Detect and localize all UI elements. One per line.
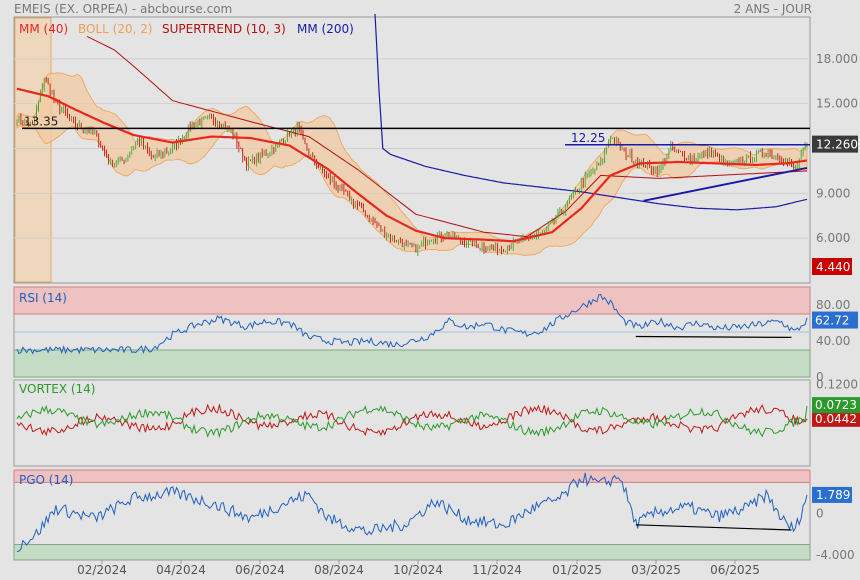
rsi-line [16, 293, 808, 355]
price-y-tick-label: 6.000 [816, 231, 850, 245]
x-tick-label: 11/2024 [472, 563, 522, 577]
support-trend-line [643, 166, 808, 202]
price-y-tick-label: 15.000 [816, 97, 858, 111]
vortex-title: VORTEX (14) [19, 382, 96, 396]
x-tick-label: 04/2024 [156, 563, 206, 577]
early-shade-band [14, 17, 52, 283]
vortex-minus-line [16, 403, 808, 437]
pgo-upper-zone [13, 469, 811, 483]
price-y-tick-label: 9.000 [816, 186, 850, 200]
x-tick-label: 10/2024 [393, 563, 443, 577]
resistance-label-12-25: 12.25 [571, 131, 605, 145]
rsi-y-tick-label: 80.00 [816, 298, 850, 312]
rsi-support-line [635, 335, 792, 338]
pgo-value-tag [812, 486, 852, 503]
vortex-plus-tag [812, 397, 860, 414]
vortex-plus-line [16, 405, 808, 439]
mm40-line [16, 87, 808, 243]
pgo-support-line [635, 524, 792, 531]
price-y-tick-label: 18.000 [816, 52, 858, 66]
vortex-minus-value: 0.0442 [815, 412, 857, 426]
rsi-oversold-zone [13, 349, 811, 378]
legend-supertrend: SUPERTREND (10, 3) [162, 22, 286, 36]
low-value-tag [812, 258, 852, 275]
x-tick-label: 01/2025 [552, 563, 602, 577]
legend-mm40: MM (40) [19, 22, 68, 36]
chart-period: 2 ANS - JOUR [733, 2, 812, 16]
vortex-plus-value: 0.0723 [815, 398, 857, 412]
rsi-overbought-zone [13, 286, 811, 315]
pgo-value: 1.789 [816, 488, 850, 502]
rsi-y-tick-label: 40.00 [816, 334, 850, 348]
resistance-label-13-35: 13.35 [24, 114, 58, 128]
legend-boll: BOLL (20, 2) [78, 22, 153, 36]
rsi-y-tick-label: 0 [816, 370, 824, 384]
pgo-y-tick-label: 0 [816, 506, 824, 520]
supertrend-line [86, 35, 808, 238]
last-price-tag [812, 135, 858, 153]
pgo-y-tick-label: -4.000 [816, 548, 855, 562]
rsi-title: RSI (14) [19, 291, 67, 305]
last-price-value: 12.260 [816, 138, 858, 152]
x-tick-label: 06/2025 [710, 563, 760, 577]
vortex-minus-tag [812, 410, 860, 427]
chart-source-title: EMEIS (EX. ORPEA) - abcbourse.com [14, 2, 233, 16]
low-value-label: 4.440 [816, 260, 850, 274]
pgo-lower-zone [13, 543, 811, 561]
x-tick-label: 03/2025 [631, 563, 681, 577]
vortex-y-tick-label: 0.1200 [816, 378, 858, 392]
x-tick-label: 06/2024 [235, 563, 285, 577]
rsi-value-tag [812, 311, 858, 329]
legend-mm200: MM (200) [297, 22, 354, 36]
mm200-line [374, 13, 808, 211]
pgo-line [16, 472, 808, 553]
x-tick-label: 02/2024 [77, 563, 127, 577]
rsi-value: 62.72 [815, 314, 849, 328]
pgo-title: PGO (14) [19, 473, 73, 487]
x-tick-label: 08/2024 [314, 563, 364, 577]
